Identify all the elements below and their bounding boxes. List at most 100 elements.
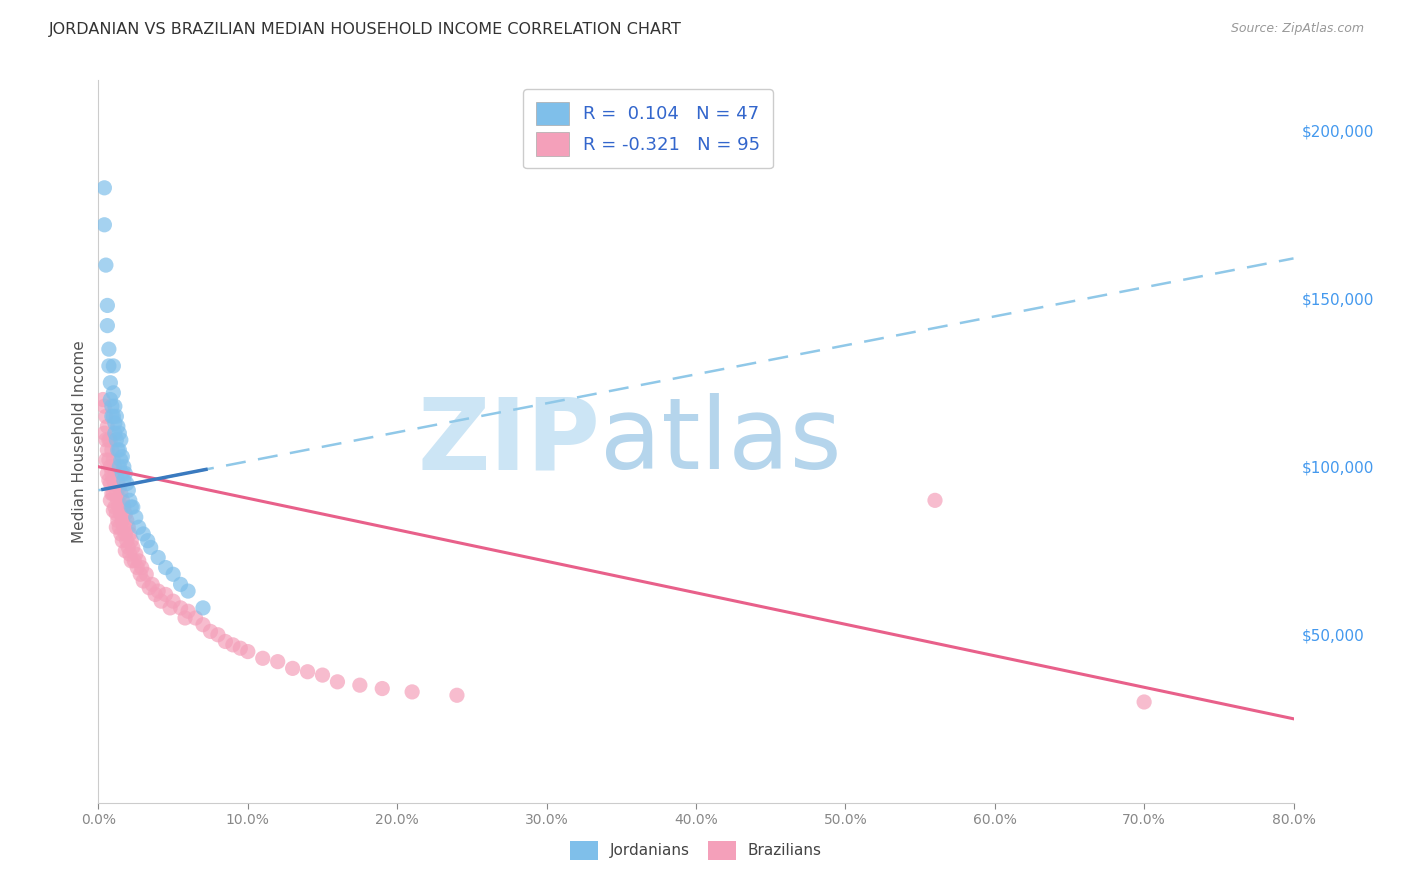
- Point: [162, 567, 184, 582]
- Point: [184, 611, 207, 625]
- Point: [177, 604, 200, 618]
- Point: [101, 409, 124, 424]
- Point: [104, 416, 127, 430]
- Point: [103, 486, 125, 500]
- Point: [110, 433, 132, 447]
- Point: [96, 419, 118, 434]
- Point: [105, 467, 128, 481]
- Text: JORDANIAN VS BRAZILIAN MEDIAN HOUSEHOLD INCOME CORRELATION CHART: JORDANIAN VS BRAZILIAN MEDIAN HOUSEHOLD …: [49, 22, 682, 37]
- Point: [111, 467, 134, 481]
- Point: [108, 426, 131, 441]
- Point: [107, 442, 129, 457]
- Point: [94, 453, 117, 467]
- Point: [97, 342, 120, 356]
- Point: [121, 500, 143, 514]
- Point: [104, 459, 127, 474]
- Point: [281, 661, 304, 675]
- Point: [222, 638, 245, 652]
- Point: [214, 634, 236, 648]
- Point: [143, 587, 166, 601]
- Point: [135, 567, 157, 582]
- Point: [200, 624, 222, 639]
- Point: [97, 473, 120, 487]
- Point: [177, 584, 200, 599]
- Text: ZIP: ZIP: [418, 393, 600, 490]
- Point: [111, 533, 134, 548]
- Point: [139, 541, 162, 555]
- Text: Source: ZipAtlas.com: Source: ZipAtlas.com: [1230, 22, 1364, 36]
- Point: [159, 600, 181, 615]
- Point: [114, 527, 136, 541]
- Point: [97, 453, 120, 467]
- Point: [114, 543, 136, 558]
- Point: [124, 554, 146, 568]
- Point: [110, 453, 132, 467]
- Point: [101, 399, 124, 413]
- Point: [128, 520, 150, 534]
- Point: [401, 685, 423, 699]
- Point: [98, 476, 122, 491]
- Point: [191, 600, 214, 615]
- Point: [117, 541, 139, 555]
- Point: [311, 668, 333, 682]
- Point: [93, 399, 115, 413]
- Point: [118, 493, 141, 508]
- Point: [125, 510, 148, 524]
- Point: [169, 577, 191, 591]
- Point: [105, 409, 128, 424]
- Point: [104, 500, 127, 514]
- Point: [96, 467, 118, 481]
- Point: [252, 651, 274, 665]
- Point: [150, 594, 173, 608]
- Point: [103, 453, 125, 467]
- Point: [174, 611, 197, 625]
- Point: [127, 560, 149, 574]
- Point: [93, 426, 115, 441]
- Point: [349, 678, 371, 692]
- Point: [105, 520, 128, 534]
- Point: [93, 181, 115, 195]
- Point: [112, 459, 135, 474]
- Point: [169, 600, 191, 615]
- Point: [101, 467, 124, 481]
- Point: [101, 442, 124, 457]
- Point: [148, 584, 170, 599]
- Point: [111, 450, 134, 464]
- Point: [297, 665, 319, 679]
- Point: [128, 554, 150, 568]
- Point: [132, 574, 155, 588]
- Point: [103, 385, 125, 400]
- Point: [107, 419, 129, 434]
- Point: [108, 480, 131, 494]
- Point: [114, 467, 136, 481]
- Point: [155, 587, 177, 601]
- Point: [103, 473, 125, 487]
- Legend: Jordanians, Brazilians: Jordanians, Brazilians: [562, 833, 830, 867]
- Point: [117, 483, 139, 498]
- Point: [94, 409, 117, 424]
- Point: [132, 527, 155, 541]
- Point: [104, 399, 127, 413]
- Point: [107, 514, 129, 528]
- Point: [110, 507, 132, 521]
- Point: [110, 486, 132, 500]
- Point: [121, 541, 143, 555]
- Point: [103, 359, 125, 373]
- Point: [115, 514, 138, 528]
- Point: [98, 376, 122, 390]
- Point: [98, 433, 122, 447]
- Point: [120, 500, 142, 514]
- Point: [120, 554, 142, 568]
- Point: [108, 459, 131, 474]
- Point: [94, 433, 117, 447]
- Point: [101, 486, 124, 500]
- Point: [96, 442, 118, 457]
- Point: [118, 547, 141, 561]
- Point: [371, 681, 394, 696]
- Point: [105, 507, 128, 521]
- Point: [136, 533, 159, 548]
- Point: [207, 628, 229, 642]
- Point: [91, 392, 114, 407]
- Point: [114, 507, 136, 521]
- Point: [98, 459, 122, 474]
